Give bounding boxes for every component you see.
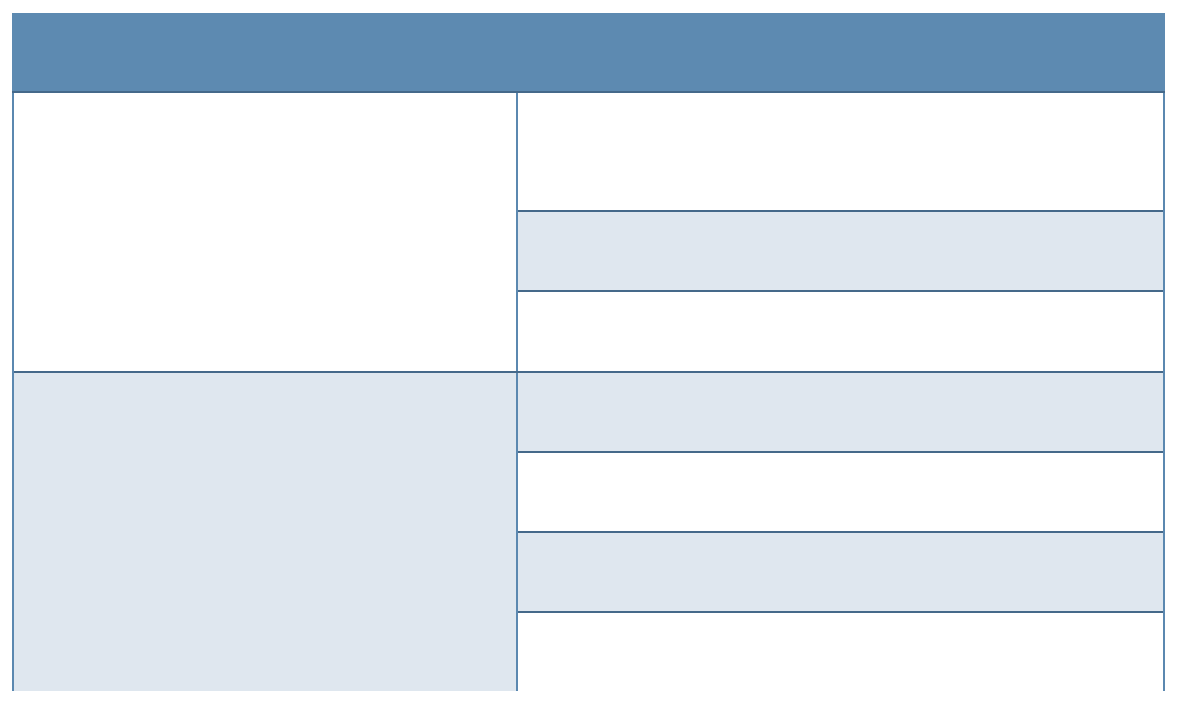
table-cell-left xyxy=(14,372,518,691)
table-cell-right xyxy=(518,211,1163,291)
row-divider xyxy=(518,290,1163,292)
row-divider xyxy=(12,91,1165,93)
table-header xyxy=(12,13,1165,93)
table-cell-right xyxy=(518,291,1163,372)
table xyxy=(12,13,1165,691)
row-divider xyxy=(518,210,1163,212)
row-divider xyxy=(518,611,1163,613)
table-cell-right xyxy=(518,452,1163,532)
table-cell-right xyxy=(518,612,1163,691)
table-cell-right xyxy=(518,93,1163,211)
row-divider xyxy=(14,371,1163,373)
table-cell-right xyxy=(518,372,1163,452)
row-divider xyxy=(518,531,1163,533)
table-cell-right xyxy=(518,532,1163,612)
table-cell-left xyxy=(14,93,518,372)
column-divider xyxy=(516,93,518,691)
row-divider xyxy=(518,451,1163,453)
